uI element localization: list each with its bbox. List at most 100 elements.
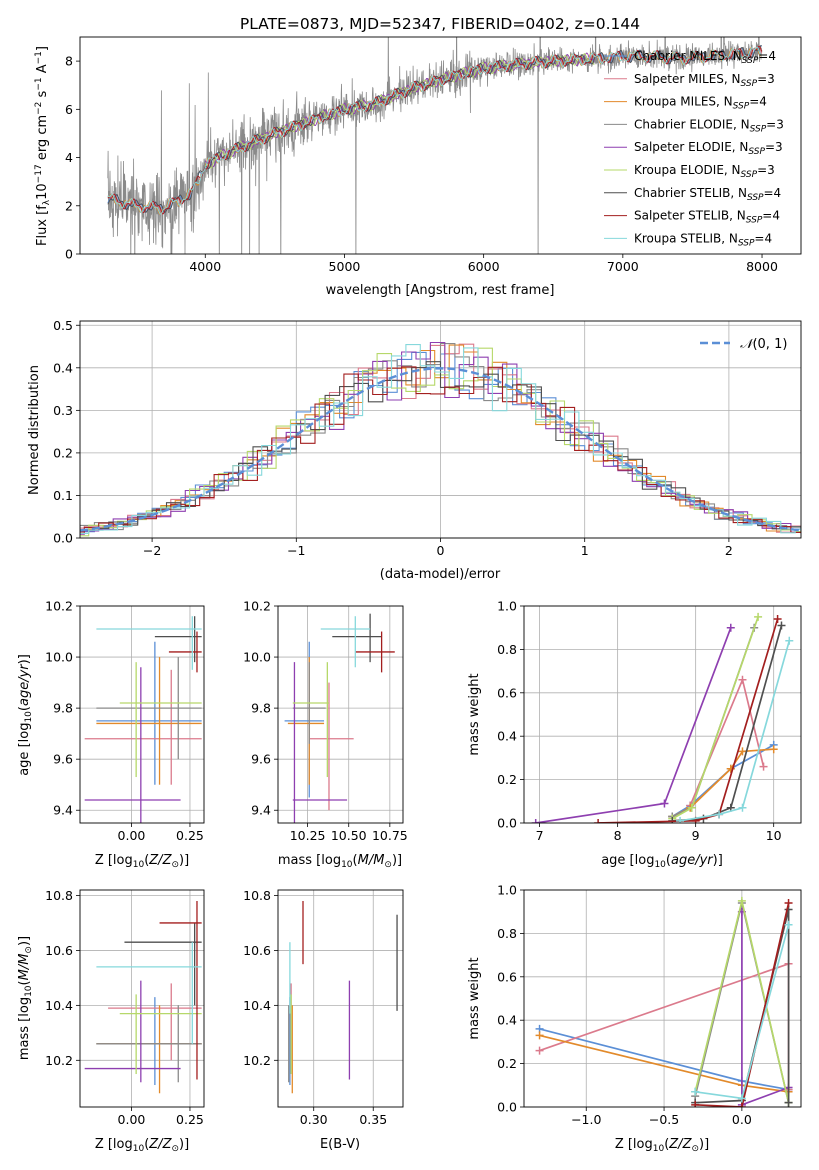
age_vs_Z-axes: 0.00 0.25 9.4 9.6 9.8 10.0 10.2 Z [log10(Z/Z⊙)]… (17, 599, 205, 870)
y-tick-label: 0.4 (497, 729, 517, 744)
x-tick-label: 10.25 (290, 828, 326, 843)
weight_vs_Z-axes: −1.0 −0.5 0.0 0.0 0.2 0.4 0.6 0.8 1.0 mass weight… (467, 883, 802, 1154)
residual-histogram (80, 344, 801, 534)
x-tick-label: 7 (536, 828, 544, 843)
weight-marker (535, 1031, 544, 1040)
y-tick-label: 0.8 (497, 926, 517, 941)
y-tick-label: 0.5 (53, 318, 73, 333)
y-tick-label: 10.6 (45, 943, 73, 958)
model-spectrum (107, 45, 763, 215)
x-tick-label: 0 (437, 543, 445, 558)
y-tick-label: 10.8 (45, 888, 73, 903)
weight-marker (535, 1046, 544, 1055)
y-tick-label: 10.0 (45, 650, 73, 665)
y-axis-label: Flux [fλ10−17 erg cm−2 s−1 A−1] (34, 46, 52, 246)
mass_vs_ebv-plot-area (288, 900, 398, 1094)
model-spectrum (204, 52, 595, 168)
legend-label: Kroupa MILES, NSSP=4 (634, 95, 767, 112)
axes-frame (523, 605, 802, 824)
legend-label: Chabrier STELIB, NSSP=4 (634, 186, 781, 203)
y-tick-label: 0.0 (497, 1100, 517, 1115)
weight-marker (784, 920, 793, 929)
y-tick-label: 0.6 (497, 685, 517, 700)
axes-frame (277, 889, 404, 1108)
y-tick-label: 0.2 (497, 772, 517, 787)
y-tick-label: 2 (65, 198, 73, 213)
weight-marker (715, 810, 724, 819)
age_vs_Z-plot-area (84, 616, 202, 823)
x-axis-label: mass [log10(M/M⊙)] (278, 853, 402, 870)
weight-marker (737, 896, 746, 905)
spectrum-legend: Chabrier MILES, NSSP=4 Salpeter MILES, NS… (604, 49, 784, 248)
weight-marker (691, 1100, 700, 1107)
legend-label: Salpeter MILES, NSSP=3 (634, 72, 775, 89)
y-tick-label: 0.4 (497, 1013, 517, 1028)
axes-frame (277, 605, 404, 824)
weight-line (535, 627, 732, 823)
y-tick-label: 1.0 (497, 883, 517, 898)
x-tick-label: 0.25 (176, 828, 204, 843)
y-tick-label: 10.0 (243, 650, 271, 665)
x-tick-label: 1 (581, 543, 589, 558)
weight-marker (785, 636, 794, 645)
y-tick-label: 9.8 (53, 701, 73, 716)
x-tick-label: 0.30 (300, 1112, 328, 1127)
y-tick-label: 0 (65, 247, 73, 262)
weight-line (598, 618, 779, 823)
x-axis-label: E(B-V) (320, 1137, 360, 1152)
x-axis-label: age [log10(age/yr)] (601, 853, 723, 870)
y-tick-label: 10.2 (45, 1053, 73, 1068)
residual-histogram (80, 341, 801, 535)
x-tick-label: 10.50 (331, 828, 367, 843)
x-tick-label: 2 (725, 543, 733, 558)
y-tick-label: 9.6 (53, 752, 73, 767)
y-axis-label: Normed distribution (27, 365, 42, 495)
weight-marker (737, 1103, 746, 1107)
x-tick-label: 0.35 (359, 1112, 387, 1127)
y-tick-label: 10.4 (45, 998, 73, 1013)
y-tick-label: 9.8 (251, 701, 271, 716)
x-tick-label: −1.0 (571, 1112, 601, 1127)
figure-title: PLATE=0873, MJD=52347, FIBERID=0402, z=0… (240, 15, 640, 33)
y-tick-label: 10.2 (243, 599, 271, 614)
y-tick-label: 0.0 (497, 816, 517, 831)
y-tick-label: 0.2 (53, 445, 73, 460)
x-axis-label: Z [log10(Z/Z⊙)] (95, 853, 189, 870)
weight-line (671, 616, 759, 820)
weight_vs_age-plot-area (531, 612, 794, 823)
y-tick-label: 10.8 (243, 888, 271, 903)
normal-curve (80, 367, 801, 532)
weight-marker (754, 612, 763, 621)
x-tick-label: 4000 (189, 259, 221, 274)
weight-marker (594, 819, 603, 823)
x-tick-label: −0.5 (649, 1112, 679, 1127)
weight-marker (784, 1098, 793, 1107)
age_vs_mass-axes: 10.25 10.50 10.75 9.4 9.6 9.8 10.0 10.2 mass [lo… (243, 599, 408, 871)
weight-marker (777, 621, 786, 630)
x-tick-label: 0.0 (732, 1112, 752, 1127)
y-tick-label: 0.3 (53, 403, 73, 418)
legend-label: Kroupa STELIB, NSSP=4 (634, 231, 772, 248)
weight_vs_age-axes: 7 8 9 10 0.0 0.2 0.4 0.6 0.8 1.0 mass weight age [l… (467, 599, 802, 870)
x-tick-label: 0.25 (176, 1112, 204, 1127)
spectrum-plot-area (107, 37, 763, 254)
axes-frame (79, 889, 205, 1108)
weight-marker (784, 899, 793, 908)
y-tick-label: 1.0 (497, 599, 517, 614)
x-axis-label: (data-model)/error (380, 567, 501, 582)
weight-marker (687, 803, 696, 812)
weight-marker (738, 747, 747, 756)
weight_vs_Z-plot-area (535, 896, 793, 1107)
y-tick-label: 10.2 (243, 1053, 271, 1068)
axes-frame (79, 605, 205, 824)
y-axis-label: mass [log10(M/M⊙)] (17, 936, 34, 1060)
y-tick-label: 9.4 (53, 803, 73, 818)
x-axis-label: Z [log10(Z/Z⊙)] (95, 1137, 189, 1154)
axes-frame (523, 889, 802, 1108)
y-axis-label: mass weight (467, 673, 482, 755)
y-axis-label: age [log10(age/yr)] (17, 654, 34, 776)
weight-line (679, 640, 791, 822)
weight-marker (738, 675, 747, 684)
x-tick-label: −1 (287, 543, 305, 558)
